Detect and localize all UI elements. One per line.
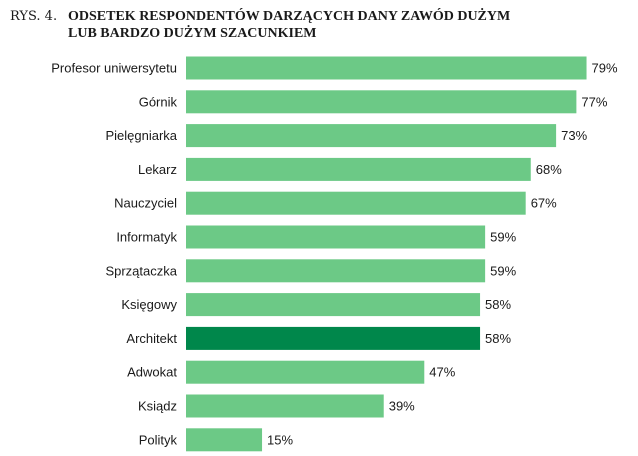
bar-group: Ksiądz 39%: [138, 394, 415, 418]
value-label: 67%: [531, 196, 557, 211]
chart-title-line-1: ODSETEK RESPONDENTÓW DARZĄCYCH DANY ZAWÓ…: [68, 9, 511, 24]
bar: [186, 360, 425, 384]
bar-group: Pielęgniarka 73%: [105, 124, 588, 148]
category-label: Lekarz: [138, 162, 177, 177]
bar-group: Lekarz 68%: [138, 157, 562, 181]
figure-header: RYS. 4. ODSETEK RESPONDENTÓW DARZĄCYCH D…: [10, 6, 630, 42]
category-label: Sprzątaczka: [105, 263, 177, 278]
bar: [186, 394, 384, 418]
bar-group: Górnik 77%: [139, 90, 608, 114]
bar: [186, 293, 481, 317]
bar-group: Sprzątaczka 59%: [105, 259, 517, 283]
bar-group: Polityk 15%: [139, 428, 294, 452]
chart-title: ODSETEK RESPONDENTÓW DARZĄCYCH DANY ZAWÓ…: [68, 8, 510, 42]
bar-group: Księgowy 58%: [121, 293, 512, 317]
value-label: 39%: [389, 399, 415, 414]
figure-number: RYS. 4.: [10, 9, 58, 24]
category-label: Księgowy: [121, 297, 177, 312]
value-label: 68%: [536, 162, 562, 177]
value-label: 58%: [485, 331, 511, 346]
bar: [186, 56, 587, 80]
category-label: Architekt: [126, 331, 177, 346]
bar-group: Adwokat 47%: [127, 360, 456, 384]
bar-group: Architekt 58%: [126, 326, 512, 350]
category-label: Adwokat: [127, 365, 177, 380]
value-label: 59%: [490, 263, 516, 278]
value-label: 77%: [581, 94, 607, 109]
bar: [186, 90, 577, 114]
value-label: 15%: [267, 432, 293, 447]
bar: [186, 124, 557, 148]
bar-highlighted: [186, 326, 481, 350]
bar-group: Nauczyciel 67%: [114, 191, 557, 215]
bar-group: Profesor uniwersytetu 79%: [51, 56, 618, 80]
chart-title-line-2: LUB BARDZO DUŻYM SZACUNKIEM: [68, 26, 317, 41]
category-label: Nauczyciel: [114, 196, 177, 211]
bar: [186, 259, 486, 283]
value-label: 47%: [429, 365, 455, 380]
bar: [186, 428, 263, 452]
bar: [186, 225, 486, 249]
category-label: Ksiądz: [138, 399, 177, 414]
value-label: 58%: [485, 297, 511, 312]
category-label: Pielęgniarka: [105, 128, 177, 143]
category-label: Informatyk: [116, 230, 177, 245]
bar: [186, 157, 531, 181]
category-label: Górnik: [139, 94, 178, 109]
value-label: 73%: [561, 128, 587, 143]
bar-group: Informatyk 59%: [116, 225, 517, 249]
bar: [186, 191, 526, 215]
category-label: Profesor uniwersytetu: [51, 61, 177, 76]
category-label: Polityk: [139, 432, 178, 447]
value-label: 79%: [592, 61, 618, 76]
value-label: 59%: [490, 230, 516, 245]
